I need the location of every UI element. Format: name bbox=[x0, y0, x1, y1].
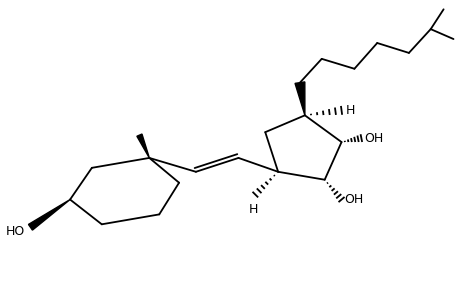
Text: HO: HO bbox=[5, 225, 24, 238]
Polygon shape bbox=[137, 134, 149, 158]
Text: OH: OH bbox=[364, 132, 383, 145]
Polygon shape bbox=[294, 82, 304, 115]
Polygon shape bbox=[28, 200, 70, 230]
Text: H: H bbox=[248, 202, 257, 215]
Text: H: H bbox=[345, 104, 354, 117]
Text: OH: OH bbox=[344, 193, 363, 206]
